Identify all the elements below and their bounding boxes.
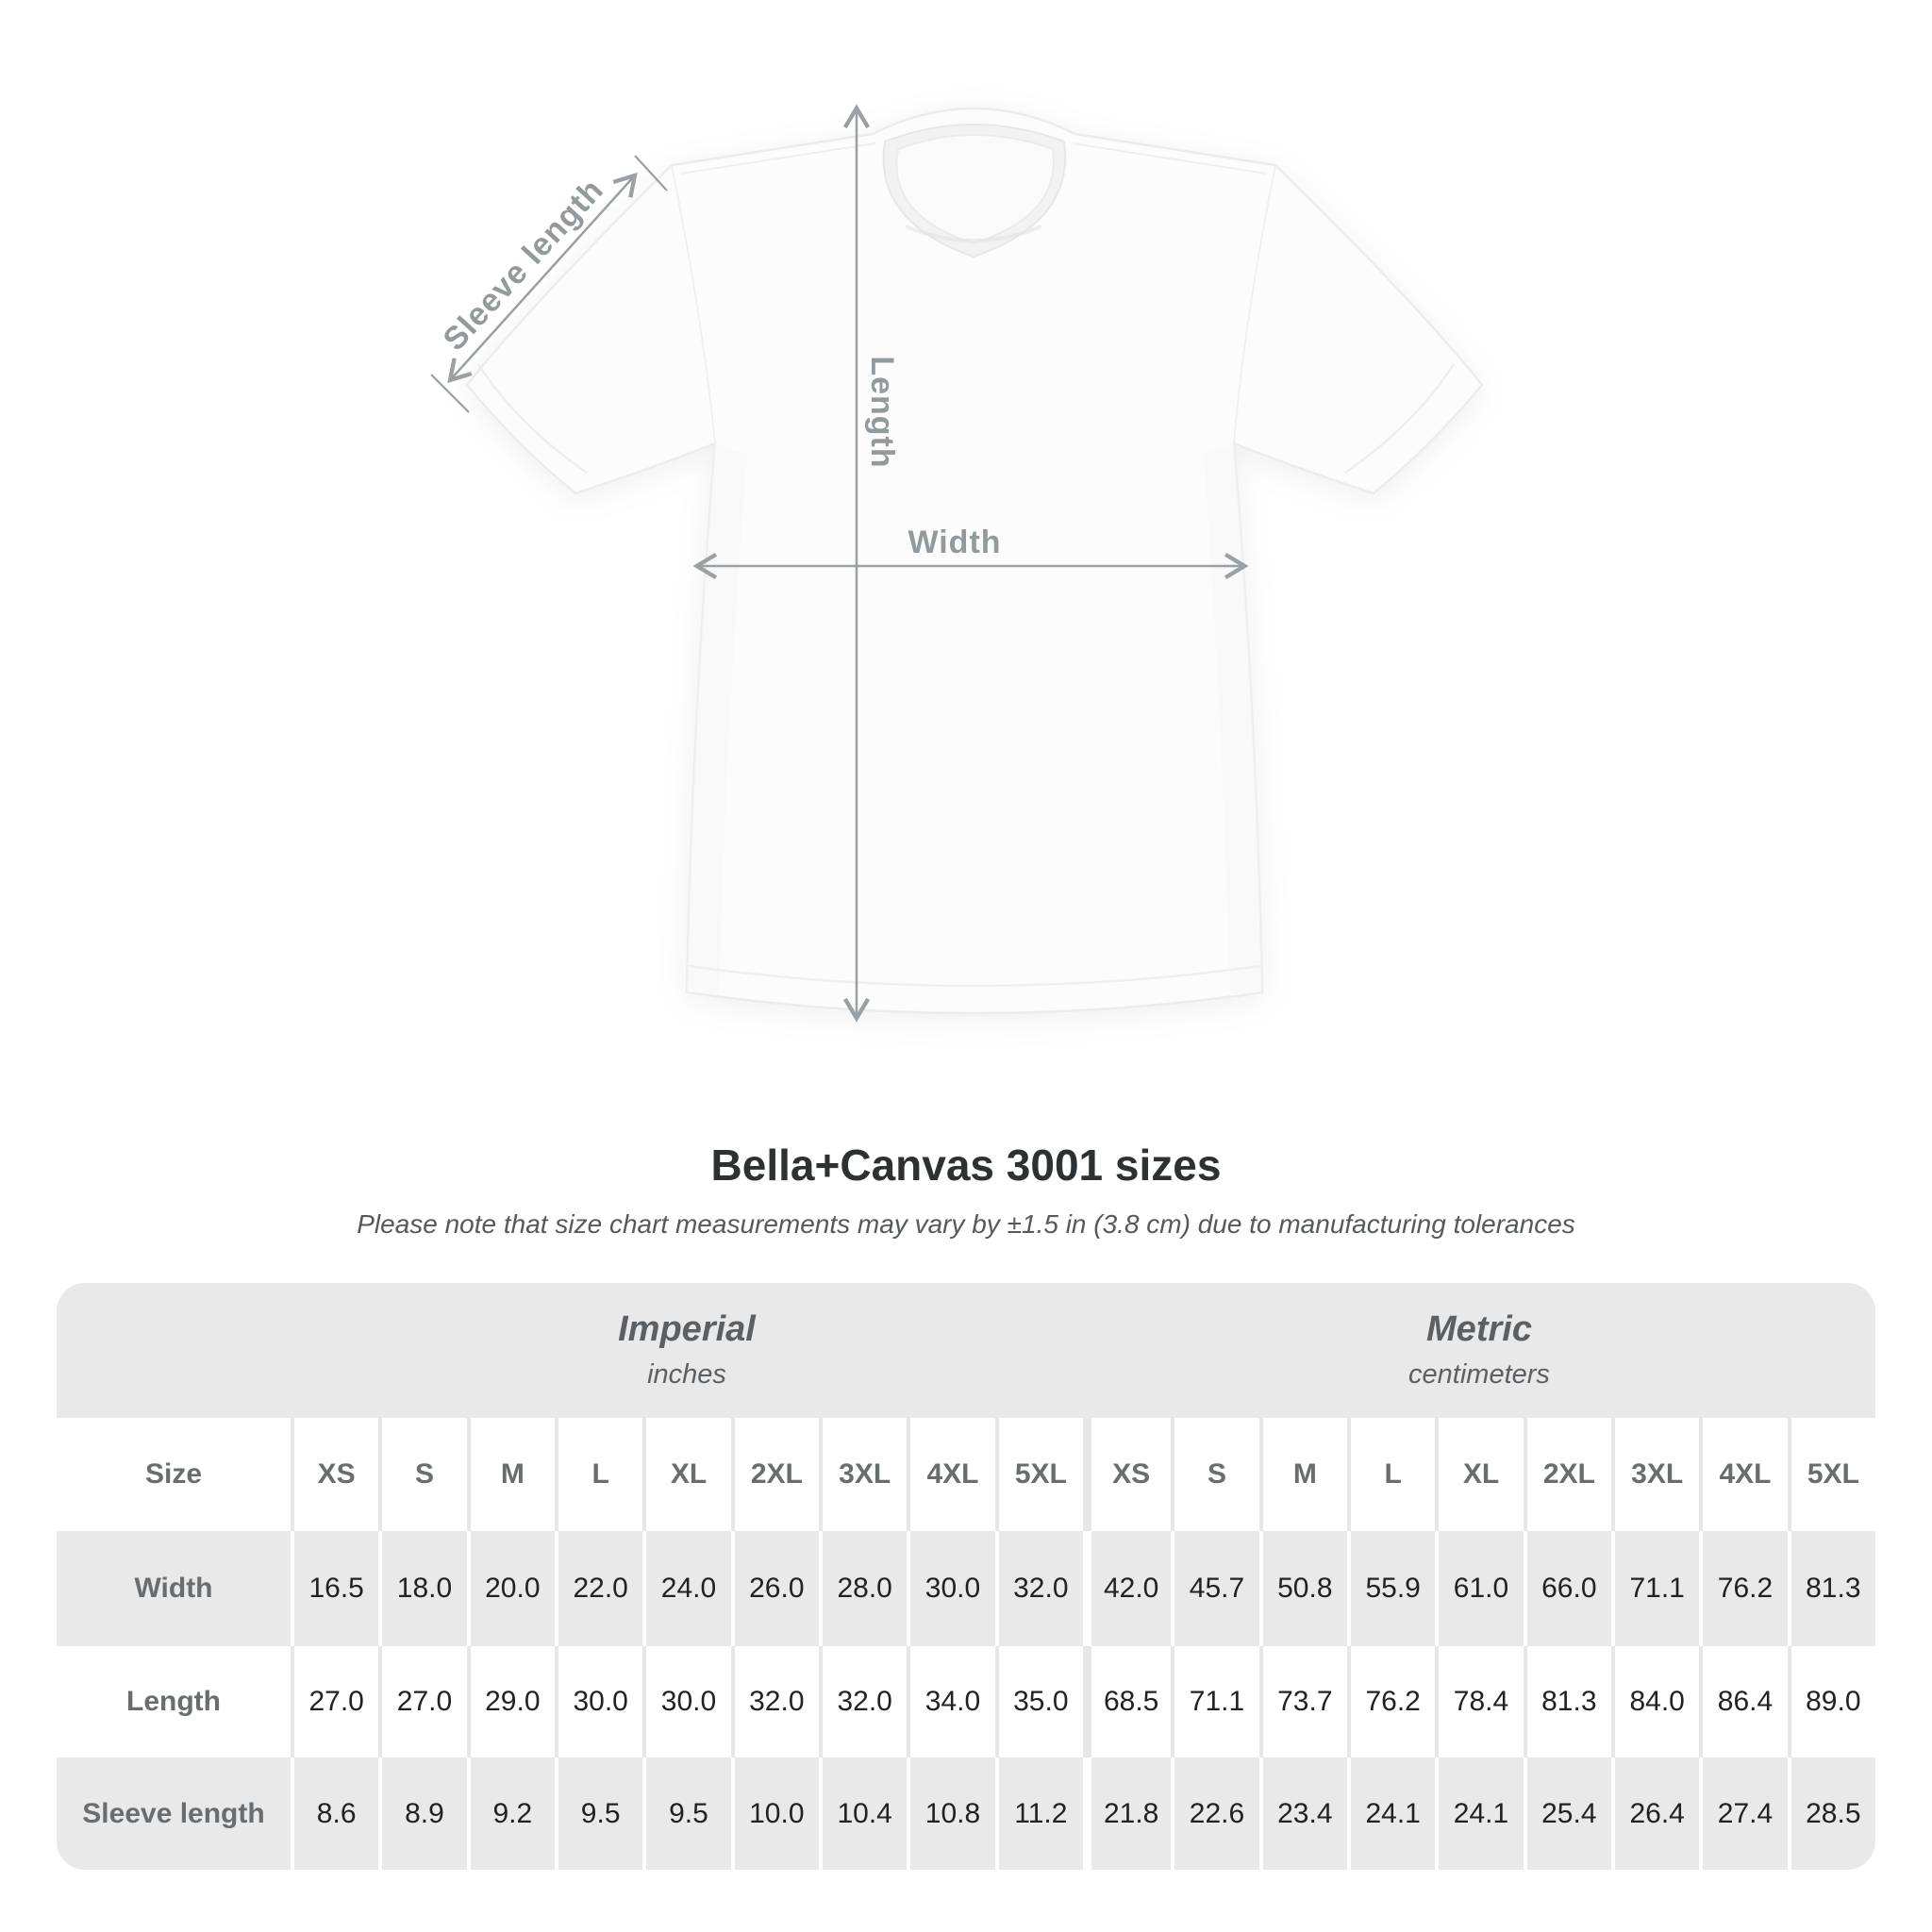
table-cell: 16.5 xyxy=(291,1531,379,1646)
table-cell: 86.4 xyxy=(1699,1646,1788,1757)
metric-group-name: Metric xyxy=(1426,1309,1532,1350)
size-col-header: M xyxy=(466,1418,555,1531)
chart-header: Bella+Canvas 3001 sizes Please note that… xyxy=(0,1143,1932,1238)
table-cell: 10.0 xyxy=(730,1757,819,1870)
table-cell: 9.5 xyxy=(555,1757,643,1870)
row-label-length: Length xyxy=(57,1646,291,1757)
table-cell: 8.6 xyxy=(291,1757,379,1870)
imperial-group-unit: inches xyxy=(647,1358,726,1390)
sleeve-length-arrow xyxy=(447,172,638,384)
table-cell: 30.0 xyxy=(642,1646,731,1757)
table-cell: 10.8 xyxy=(907,1757,995,1870)
table-cell: 27.0 xyxy=(291,1646,379,1757)
table-cell: 26.0 xyxy=(730,1531,819,1646)
size-col-header: 3XL xyxy=(1611,1418,1700,1531)
table-cell: 45.7 xyxy=(1171,1531,1259,1646)
size-col-header: 5XL xyxy=(994,1418,1083,1531)
table-cell: 76.2 xyxy=(1347,1646,1436,1757)
width-label: Width xyxy=(908,525,1001,560)
table-cell: 26.4 xyxy=(1611,1757,1700,1870)
size-col-header: XS xyxy=(291,1418,379,1531)
imperial-group-name: Imperial xyxy=(618,1309,756,1350)
table-cell: 11.2 xyxy=(994,1757,1083,1870)
table-cell: 42.0 xyxy=(1083,1531,1172,1646)
table-cell: 76.2 xyxy=(1699,1531,1788,1646)
size-col-header: 4XL xyxy=(1699,1418,1788,1531)
table-cell: 32.0 xyxy=(819,1646,908,1757)
table-cell: 81.3 xyxy=(1787,1531,1875,1646)
size-col-header: L xyxy=(1347,1418,1436,1531)
page-title: Bella+Canvas 3001 sizes xyxy=(710,1141,1222,1190)
tshirt-graphic xyxy=(465,107,1484,1015)
tolerance-note: Please note that size chart measurements… xyxy=(357,1209,1575,1239)
table-cell: 30.0 xyxy=(907,1531,995,1646)
size-col-header: S xyxy=(378,1418,467,1531)
tshirt-measurement-diagram: Sleeve length Length Width xyxy=(430,104,1484,1023)
table-cell: 24.1 xyxy=(1347,1757,1436,1870)
size-col-header: XL xyxy=(642,1418,731,1531)
size-col-header: 3XL xyxy=(819,1418,908,1531)
table-cell: 71.1 xyxy=(1611,1531,1700,1646)
table-cell: 24.1 xyxy=(1435,1757,1524,1870)
size-col-header: L xyxy=(555,1418,643,1531)
size-row-header: Size xyxy=(57,1418,291,1531)
table-cell: 50.8 xyxy=(1258,1531,1347,1646)
table-cell: 28.0 xyxy=(819,1531,908,1646)
size-col-header: 4XL xyxy=(907,1418,995,1531)
metric-group-header: Metric centimeters xyxy=(1083,1283,1875,1418)
table-cell: 9.5 xyxy=(642,1757,731,1870)
table-cell: 73.7 xyxy=(1258,1646,1347,1757)
table-cell: 66.0 xyxy=(1523,1531,1611,1646)
size-col-header: XS xyxy=(1083,1418,1172,1531)
size-col-header: 2XL xyxy=(1523,1418,1611,1531)
table-cell: 27.0 xyxy=(378,1646,467,1757)
table-cell: 81.3 xyxy=(1523,1646,1611,1757)
table-cell: 20.0 xyxy=(466,1531,555,1646)
table-cell: 71.1 xyxy=(1171,1646,1259,1757)
table-cell: 9.2 xyxy=(466,1757,555,1870)
table-cell: 8.9 xyxy=(378,1757,467,1870)
table-cell: 27.4 xyxy=(1699,1757,1788,1870)
table-cell: 22.0 xyxy=(555,1531,643,1646)
table-cell: 34.0 xyxy=(907,1646,995,1757)
table-cell: 30.0 xyxy=(555,1646,643,1757)
metric-group-unit: centimeters xyxy=(1408,1358,1550,1390)
size-col-header: M xyxy=(1258,1418,1347,1531)
row-label-sleeve-length: Sleeve length xyxy=(57,1757,291,1870)
table-cell: 25.4 xyxy=(1523,1757,1611,1870)
table-cell: 10.4 xyxy=(819,1757,908,1870)
size-col-header: 5XL xyxy=(1787,1418,1875,1531)
table-cell: 32.0 xyxy=(994,1531,1083,1646)
table-cell: 61.0 xyxy=(1435,1531,1524,1646)
table-cell: 18.0 xyxy=(378,1531,467,1646)
table-cell: 22.6 xyxy=(1171,1757,1259,1870)
table-cell: 89.0 xyxy=(1787,1646,1875,1757)
size-table: Imperial inches Metric centimeters Size … xyxy=(57,1283,1875,1870)
sleeve-arrow-tick-bottom xyxy=(430,374,470,413)
table-cell: 68.5 xyxy=(1083,1646,1172,1757)
row-label-width: Width xyxy=(57,1531,291,1646)
table-cell: 21.8 xyxy=(1083,1757,1172,1870)
table-cell: 24.0 xyxy=(642,1531,731,1646)
table-cell: 35.0 xyxy=(994,1646,1083,1757)
table-cell: 23.4 xyxy=(1258,1757,1347,1870)
length-label: Length xyxy=(864,356,900,468)
band-spacer xyxy=(57,1283,291,1418)
table-cell: 29.0 xyxy=(466,1646,555,1757)
table-cell: 78.4 xyxy=(1435,1646,1524,1757)
table-cell: 28.5 xyxy=(1787,1757,1875,1870)
table-cell: 55.9 xyxy=(1347,1531,1436,1646)
size-col-header: S xyxy=(1171,1418,1259,1531)
imperial-group-header: Imperial inches xyxy=(291,1283,1083,1418)
table-cell: 32.0 xyxy=(730,1646,819,1757)
sleeve-arrow-tick-top xyxy=(634,155,668,192)
table-cell: 84.0 xyxy=(1611,1646,1700,1757)
size-col-header: 2XL xyxy=(730,1418,819,1531)
size-col-header: XL xyxy=(1435,1418,1524,1531)
